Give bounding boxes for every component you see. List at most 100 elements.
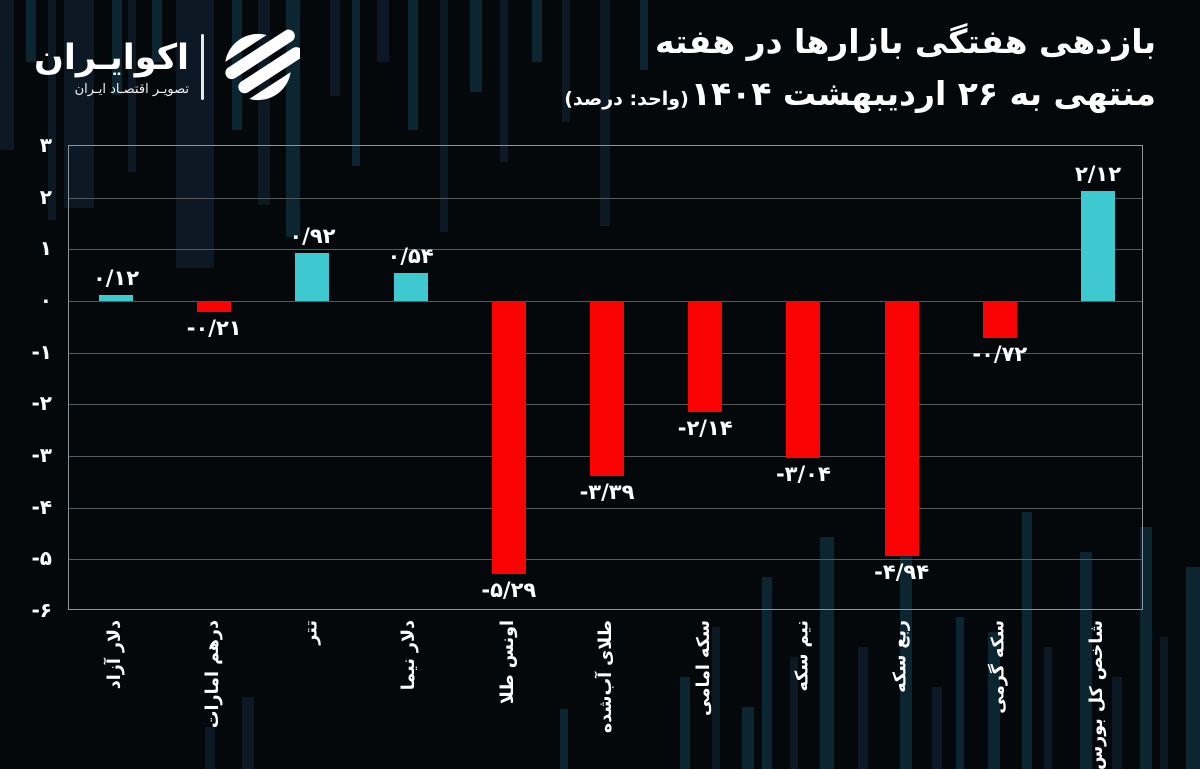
bar-value-label-7: -۳/۰۴ bbox=[775, 462, 831, 487]
background-streak bbox=[1160, 637, 1168, 769]
bar-value-label-3: ۰/۵۴ bbox=[387, 244, 434, 269]
background-streak bbox=[560, 709, 568, 769]
chart-title-line2: منتهی به ۲۶ اردیبهشت ۱۴۰۴(واحد: درصد) bbox=[564, 68, 1156, 125]
background-streak bbox=[932, 687, 942, 769]
x-axis-label-1: درهم امارات bbox=[203, 620, 224, 729]
bar-value-label-1: -۰/۲۱ bbox=[186, 315, 242, 340]
brand-block: اکوایـران تصویـر اقتصـاد ایـران bbox=[34, 26, 301, 108]
plot-area: ۰/۱۲ -۰/۲۱ ۰/۹۲ ۰/۵۴ -۵/۲۹ -۳/۳۹ -۲/۱۴ -۳/۰۴ -۴/… bbox=[68, 145, 1143, 610]
background-streak bbox=[532, 0, 542, 62]
bar-value-label-0: ۰/۱۲ bbox=[92, 265, 140, 290]
background-streak bbox=[1112, 677, 1122, 769]
y-axis-tick-1: ۱ bbox=[39, 236, 52, 261]
bar-0 bbox=[99, 294, 133, 301]
x-axis-label-2: تتر bbox=[301, 620, 322, 645]
y-axis-tick-0: ۰ bbox=[39, 288, 52, 312]
bar-value-label-10: ۲/۱۲ bbox=[1074, 162, 1122, 187]
unit-note: (واحد: درصد) bbox=[564, 88, 689, 110]
background-streak bbox=[242, 697, 254, 769]
ecoiran-logo-icon bbox=[216, 26, 301, 108]
brand-name: اکوایـران bbox=[34, 37, 190, 78]
x-axis-label-6: سکه امامی bbox=[694, 620, 715, 717]
brand-separator bbox=[201, 34, 205, 100]
background-streak bbox=[742, 707, 754, 769]
x-axis-label-3: دلار نیما bbox=[399, 620, 420, 691]
background-streak bbox=[500, 0, 508, 162]
bar-6 bbox=[688, 301, 723, 412]
x-axis-label-5: طلای آب‌شده bbox=[596, 620, 616, 734]
bar-value-label-6: -۲/۱۴ bbox=[677, 415, 733, 440]
chart-title-line2-text: منتهی به ۲۶ اردیبهشت ۱۴۰۴ bbox=[690, 74, 1156, 113]
background-streak bbox=[377, 0, 389, 62]
x-axis-label-0: دلار آزاد bbox=[105, 620, 125, 690]
background-streak bbox=[128, 0, 136, 172]
background-streak bbox=[900, 507, 912, 769]
background-streak bbox=[1044, 647, 1052, 769]
background-streak bbox=[330, 0, 340, 96]
bar-value-label-5: -۳/۳۹ bbox=[579, 480, 635, 505]
background-streak bbox=[600, 0, 610, 226]
background-streak bbox=[470, 0, 482, 92]
background-streak bbox=[205, 727, 215, 769]
bar-10 bbox=[1081, 191, 1115, 301]
background-streak bbox=[176, 0, 214, 268]
bar-value-label-4: -۵/۲۹ bbox=[481, 578, 537, 603]
y-axis-tick--5: -۵ bbox=[31, 546, 52, 571]
y-axis-tick--3: -۳ bbox=[31, 443, 52, 467]
y-axis-tick-2: ۲ bbox=[39, 184, 52, 209]
background-streak bbox=[26, 0, 36, 62]
background-streak bbox=[1186, 567, 1200, 769]
y-axis-tick--6: -۶ bbox=[31, 598, 52, 622]
brand-text: اکوایـران تصویـر اقتصـاد ایـران bbox=[34, 38, 189, 97]
bar-3 bbox=[393, 273, 428, 301]
y-axis-tick--1: -۱ bbox=[31, 339, 52, 364]
bar-2 bbox=[295, 253, 330, 301]
x-axis-label-7: نیم سکه bbox=[792, 620, 813, 692]
bar-7 bbox=[786, 301, 821, 459]
gridline-y-1 bbox=[69, 249, 1142, 251]
y-axis-tick--4: -۴ bbox=[31, 494, 52, 519]
x-axis-label-4: اونس طلا bbox=[497, 620, 518, 705]
background-streak bbox=[1080, 552, 1092, 769]
chart-title-line1: بازدهی هفتگی بازارها در هفته bbox=[654, 22, 1156, 61]
bar-5 bbox=[590, 301, 624, 477]
bar-4 bbox=[491, 301, 526, 575]
background-streak bbox=[762, 577, 772, 769]
background-streak bbox=[352, 0, 360, 166]
background-streak bbox=[0, 0, 14, 150]
x-axis-label-8: ربع سکه bbox=[890, 620, 911, 693]
background-streak bbox=[1022, 512, 1032, 769]
background-streak bbox=[680, 677, 690, 769]
background-streak bbox=[640, 0, 648, 70]
background-streak bbox=[48, 0, 56, 220]
bar-8 bbox=[884, 301, 919, 557]
bar-value-label-2: ۰/۹۲ bbox=[289, 224, 336, 249]
bar-value-label-9: -۰/۷۲ bbox=[972, 342, 1028, 367]
background-streak bbox=[790, 657, 798, 769]
bar-value-label-8: -۴/۹۴ bbox=[874, 560, 930, 585]
background-streak bbox=[1140, 527, 1152, 769]
background-streak bbox=[440, 0, 448, 232]
background-streak bbox=[988, 632, 1000, 769]
x-axis-label-10: شاخص کل بورس bbox=[1087, 620, 1107, 769]
background-streak bbox=[408, 0, 418, 130]
background-streak bbox=[820, 537, 834, 769]
x-axis-label-9: سکه گرمی bbox=[988, 620, 1009, 714]
bar-1 bbox=[197, 301, 232, 312]
background-streak bbox=[956, 617, 964, 769]
gridline-y--4 bbox=[69, 507, 1142, 509]
y-axis-tick--2: -۲ bbox=[31, 391, 52, 416]
brand-tagline: تصویـر اقتصـاد ایـران bbox=[74, 81, 190, 97]
background-streak bbox=[858, 647, 868, 769]
bar-9 bbox=[982, 301, 1017, 339]
background-streak bbox=[64, 0, 94, 208]
chart-title: بازدهی هفتگی بازارها در هفته منتهی به ۲۶… bbox=[564, 16, 1156, 125]
gridline-y-2 bbox=[69, 197, 1142, 199]
background-streak bbox=[712, 627, 720, 769]
y-axis-tick-3: ۳ bbox=[39, 133, 52, 157]
background-streak bbox=[152, 0, 162, 62]
background-streak bbox=[562, 0, 570, 122]
background-streak bbox=[112, 0, 122, 95]
gridline-y--5 bbox=[69, 559, 1142, 561]
